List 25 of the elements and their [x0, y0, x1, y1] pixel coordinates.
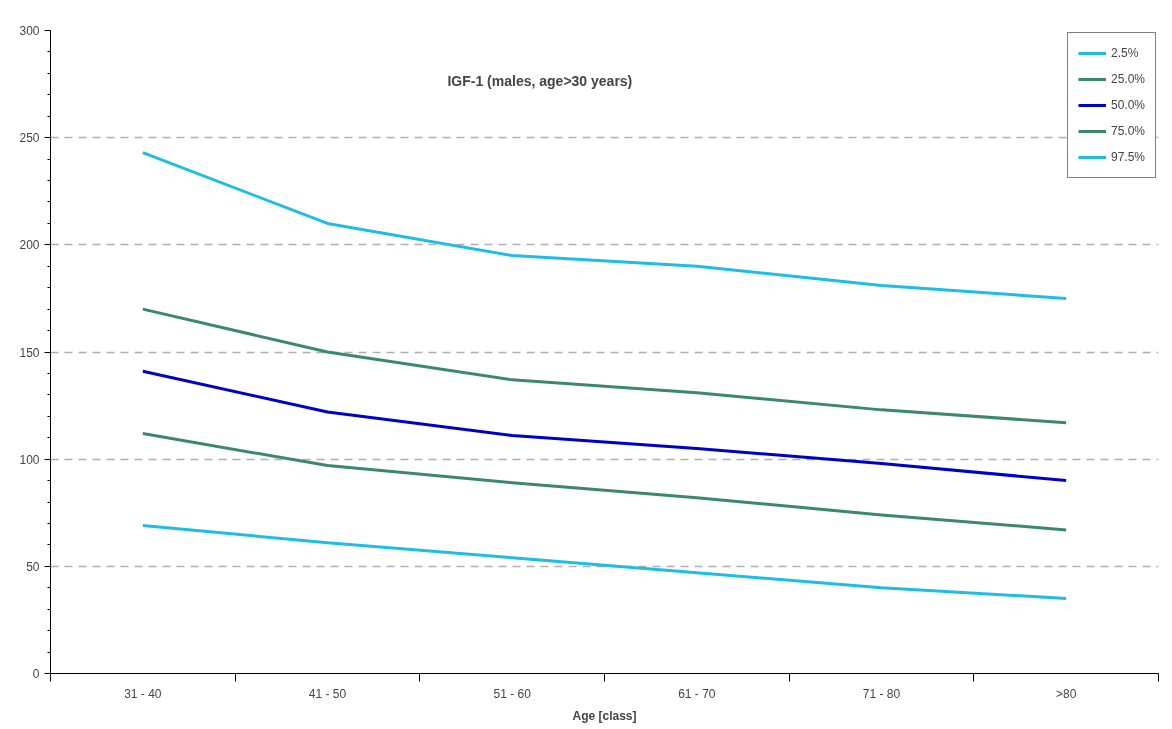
- legend-label: 97.5%: [1110, 150, 1145, 164]
- x-tick-label: 61 - 70: [678, 686, 716, 701]
- y-tick-label: 250: [19, 131, 40, 146]
- y-tick-label: 150: [19, 345, 40, 360]
- x-tick-label: 31 - 40: [124, 686, 162, 701]
- line-series: [141, 431, 1068, 532]
- line-series: [141, 307, 1068, 425]
- y-tick-label: 0: [32, 667, 40, 681]
- x-tick-label: 71 - 80: [862, 686, 901, 701]
- text: IGF-1 (males, age>30 years): [447, 72, 633, 89]
- legend-label: 25.0%: [1110, 72, 1145, 86]
- legend-label: 75.0%: [1110, 124, 1145, 138]
- y-tick-label: 300: [19, 24, 40, 38]
- line-series: [141, 369, 1068, 483]
- x-tick-label: >80: [1055, 686, 1077, 701]
- legend-label: 50.0%: [1110, 98, 1145, 112]
- line-series: [141, 524, 1068, 600]
- x-axis-title: Age [class]: [572, 708, 637, 723]
- line-series: [141, 151, 1068, 300]
- x-tick-label: 41 - 50: [308, 686, 347, 701]
- y-tick-label: 100: [19, 452, 40, 467]
- x-tick-label: 51 - 60: [493, 686, 532, 701]
- y-tick-label: 200: [19, 238, 40, 253]
- legend-label: 2.5%: [1110, 46, 1139, 60]
- y-tick-label: 50: [26, 559, 40, 574]
